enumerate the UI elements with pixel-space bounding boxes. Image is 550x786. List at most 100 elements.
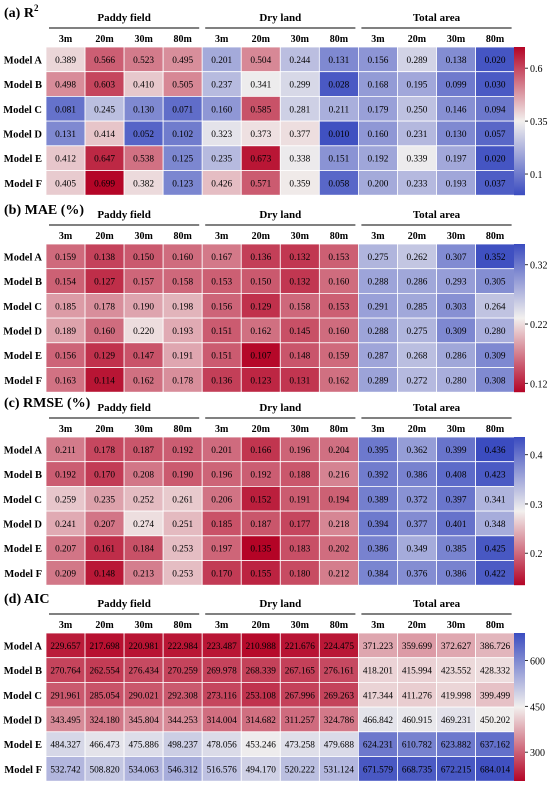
row-label: Model F [4,569,42,580]
heatmap-cell [436,170,476,196]
group-header: Total area [413,12,461,24]
cell-value-label: 221.676 [285,642,316,652]
colorbar-tick-label: 0.32 [530,261,548,272]
column-label: 3m [59,424,73,435]
cell-value-label: 0.130 [446,130,467,140]
cell-value-label: 0.135 [250,545,271,555]
heatmap-cell [397,706,437,733]
cell-value-label: 0.201 [211,56,232,66]
heatmap-cell [45,243,86,270]
heatmap-cell [475,485,515,512]
cell-value-label: 0.170 [211,569,232,579]
cell-value-label: 0.216 [328,471,349,481]
panel-title: (a) R2 [4,3,39,21]
colorbar-tick-label: 0.35 [530,117,548,128]
heatmap-cell [475,436,515,463]
cell-value-label: 0.423 [485,471,506,481]
cell-value-label: 534.063 [129,765,160,775]
heatmap-cell [162,485,203,512]
row-label: Model C [3,495,42,506]
cell-value-label: 222.984 [168,642,199,652]
cell-value-label: 0.352 [485,253,506,263]
heatmap-cell [201,461,242,487]
row-label: Model E [4,154,42,165]
heatmap-cell [84,706,125,733]
cell-value-label: 0.190 [172,471,193,481]
cell-value-label: 0.603 [94,81,115,91]
cell-value-label: 314.682 [246,716,277,726]
heatmap-cell [357,706,398,733]
cell-value-label: 0.160 [328,278,349,288]
column-label: 80m [330,231,349,242]
cell-value-label: 0.673 [250,155,271,165]
cell-value-label: 684.014 [480,765,511,775]
heatmap-cell [279,120,320,147]
heatmap-cell [162,461,203,487]
cell-value-label: 0.198 [172,302,193,312]
cell-value-label: 0.202 [328,545,349,555]
column-label: 80m [486,34,505,45]
cell-value-label: 0.280 [485,327,506,337]
group-header: Total area [413,598,461,610]
column-label: 20m [95,424,114,435]
cell-value-label: 0.399 [446,446,467,456]
cell-value-label: 276.161 [324,667,355,677]
cell-value-label: 0.289 [407,56,428,66]
cell-value-label: 498.237 [168,741,199,751]
cell-value-label: 0.373 [250,130,271,140]
cell-value-label: 210.988 [246,642,277,652]
cell-value-label: 0.405 [55,179,76,189]
column-label: 30m [291,231,310,242]
heatmap-cell [357,367,398,393]
heatmap-cell [123,145,164,171]
cell-value-label: 0.235 [94,495,115,505]
cell-value-label: 399.499 [480,691,511,701]
heatmap-cell [45,170,86,196]
column-label: 30m [134,620,153,631]
heatmap-cell [240,317,281,344]
group-header: Paddy field [97,402,150,414]
heatmap-cell [475,731,515,757]
cell-value-label: 0.384 [367,569,388,579]
cell-value-label: 508.820 [89,765,120,775]
heatmap-cell [84,243,125,270]
cell-value-label: 0.184 [133,545,154,555]
heatmap-cell [279,71,320,97]
heatmap-cell [279,682,320,708]
cell-value-label: 0.339 [407,155,428,165]
group-header: Total area [413,209,461,221]
colorbar-tick-label: 0.1 [530,170,543,181]
heatmap-cell [357,46,398,73]
heatmap-panel-3: (c) RMSE (%) Paddy field Dry land Total are… [3,396,543,586]
cell-value-label: 479.688 [324,741,355,751]
cell-value-label: 0.699 [94,179,115,189]
cell-value-label: 0.168 [367,81,388,91]
cell-value-label: 428.332 [480,667,511,677]
row-label: Model A [4,445,43,456]
cell-value-label: 270.764 [50,667,81,677]
cell-value-label: 229.657 [50,642,81,652]
column-label: 20m [95,34,114,45]
colorbar-tick-label: 0.12 [530,379,548,390]
heatmap-cell [279,436,320,463]
heatmap-cell [475,145,515,171]
heatmap-cell [475,170,515,196]
cell-value-label: 418.201 [363,667,394,677]
heatmap-cell [318,560,359,586]
column-label: 30m [134,424,153,435]
cell-value-label: 0.275 [367,253,388,263]
heatmap-cell [84,120,125,147]
column-label: 80m [330,620,349,631]
row-label: Model C [3,105,42,116]
cell-value-label: 0.261 [172,495,193,505]
colorbar-tick-label: 0.4 [530,451,543,462]
cell-value-label: 0.262 [407,253,428,263]
panel-title: (d) AIC [4,592,50,607]
column-label: 20m [408,620,427,631]
cell-value-label: 516.576 [207,765,238,775]
heatmap-cell [436,756,476,782]
cell-value-label: 0.187 [250,520,271,530]
cell-value-label: 546.312 [168,765,199,775]
heatmap-cell [84,145,125,171]
heatmap-cell [318,461,359,487]
